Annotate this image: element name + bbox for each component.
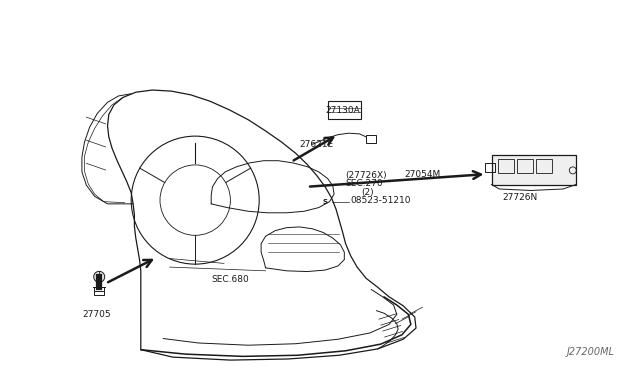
Text: 27054M: 27054M [404, 170, 441, 179]
Text: J27200ML: J27200ML [566, 347, 614, 357]
Text: 08523-51210: 08523-51210 [351, 196, 412, 205]
Text: (27726X): (27726X) [346, 171, 387, 180]
Text: 27705: 27705 [82, 310, 111, 319]
Text: SEC.270: SEC.270 [346, 179, 383, 188]
Text: (2): (2) [362, 188, 374, 197]
Text: 27726N: 27726N [502, 193, 538, 202]
Bar [498, 159, 514, 173]
Bar [485, 163, 495, 172]
Text: S: S [323, 199, 328, 205]
Bar [328, 101, 361, 119]
Bar [366, 135, 376, 143]
Bar [536, 159, 552, 173]
Text: SEC.680: SEC.680 [211, 275, 249, 283]
Bar [492, 155, 576, 185]
Text: 27621E: 27621E [300, 140, 333, 149]
Bar [517, 159, 533, 173]
Circle shape [93, 271, 105, 282]
Text: 27130A: 27130A [325, 106, 360, 115]
